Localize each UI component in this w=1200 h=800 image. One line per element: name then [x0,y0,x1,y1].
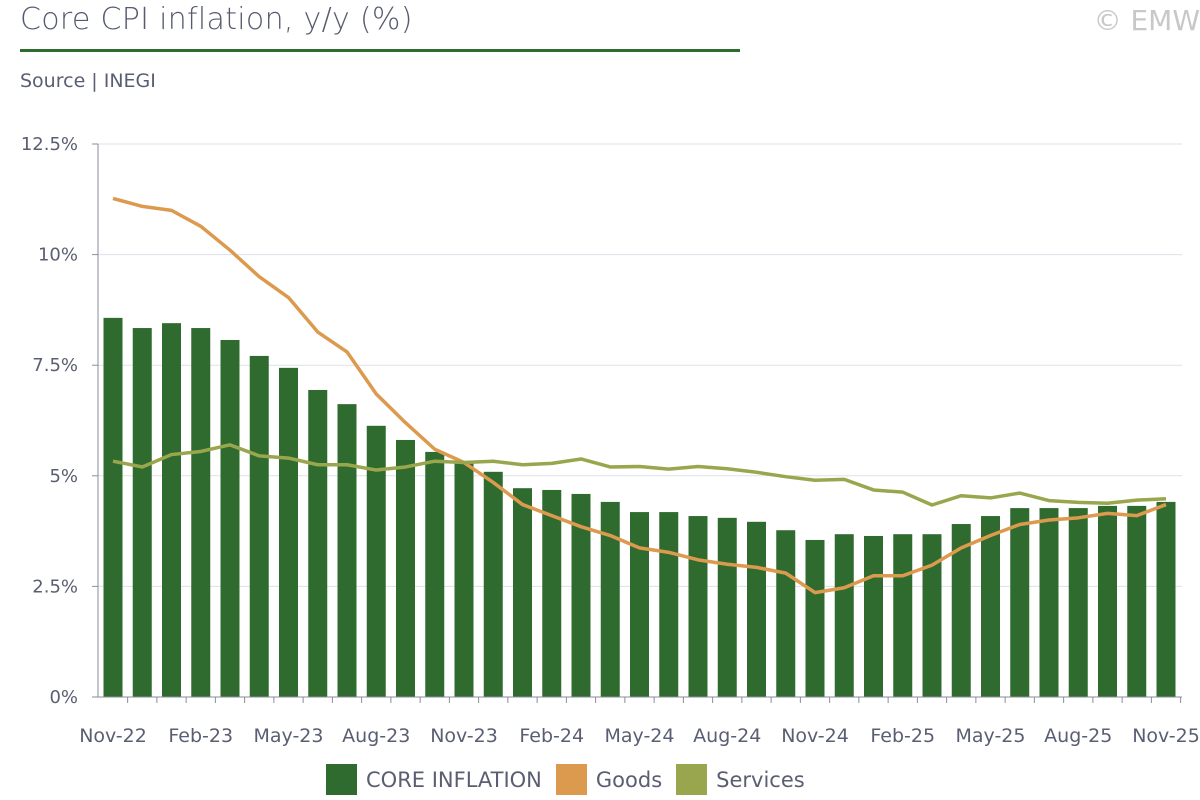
bar-core-inflation [396,439,415,697]
bar-core-inflation [1039,508,1059,697]
y-tick-label: 10% [38,245,78,266]
bar-core-inflation [1156,501,1176,697]
legend-label-goods: Goods [595,767,663,792]
legend-item-services: Services [676,764,805,795]
bar-core-inflation [162,323,181,697]
bar-core-inflation [483,471,503,697]
bar-core-inflation [103,317,123,697]
x-tick-label: Aug-24 [693,725,761,747]
bar-core-inflation [834,534,854,697]
x-tick-label: Feb-24 [519,725,584,747]
bar-core-inflation [922,534,942,697]
x-tick-label: Feb-23 [168,725,233,747]
bar-core-inflation [513,488,532,697]
legend-item-goods: Goods [555,764,663,795]
legend-label-services: Services [716,767,805,792]
bar-core-inflation [337,404,357,697]
bar-core-inflation [805,539,825,697]
bar-core-inflation [249,355,269,697]
line-services [112,443,1167,507]
x-tick-label: Aug-23 [342,725,410,747]
bar-core-inflation [776,530,796,697]
bar-core-inflation [542,489,562,697]
legend-swatch-goods [555,764,587,795]
line-goods [112,196,1167,595]
bar-core-inflation [191,328,211,697]
bar-core-inflation [308,389,328,697]
legend-swatch-core [326,764,357,795]
y-tick-label: 2.5% [32,576,78,597]
y-tick-label: 7.5% [32,355,78,376]
bar-core-inflation [864,535,883,697]
source-label: Source | INEGI [20,70,156,92]
bar-core-inflation [981,516,1000,697]
legend-swatch-services [676,764,708,795]
x-tick-label: May-25 [956,725,1026,747]
y-tick-label: 0% [49,687,78,708]
bar-core-inflation [132,328,152,697]
y-tick-label: 5% [49,466,78,487]
x-tick-label: Feb-25 [870,725,935,747]
bar-core-inflation [571,493,591,697]
bar-core-inflation [366,425,386,697]
bar-core-inflation [747,521,766,697]
x-tick-label: Aug-25 [1044,725,1112,747]
x-tick-label: Nov-23 [430,725,498,747]
bar-core-inflation [600,501,620,697]
x-tick-label: Nov-22 [79,725,147,747]
x-tick-label: Nov-25 [1132,725,1200,747]
y-tick-label: 12.5% [21,134,78,155]
bar-core-inflation [425,451,445,697]
copyright-label: © EMW [1093,4,1200,37]
chart-title: Core CPI inflation, y/y (%) [20,2,413,37]
x-tick-label: May-24 [605,725,675,747]
bar-core-inflation [454,462,474,697]
bar-core-inflation [717,517,737,697]
bar-core-inflation [1098,505,1117,697]
bar-core-inflation [951,524,971,697]
x-tick-label: May-23 [254,725,324,747]
bar-core-inflation [1127,505,1147,697]
bar-core-inflation [279,367,298,697]
legend-item-core: CORE INFLATION [326,764,542,795]
bar-core-inflation [1010,508,1030,697]
x-tick-label: Nov-24 [781,725,849,747]
legend: CORE INFLATION Goods Services [326,764,819,795]
bar-core-inflation [688,516,708,697]
legend-label-core: CORE INFLATION [366,767,542,792]
title-underline [20,49,740,52]
bar-core-inflation [630,512,649,697]
bar-core-inflation [1068,508,1088,697]
bar-core-inflation [220,339,240,697]
bar-core-inflation [659,512,679,697]
bar-core-inflation [893,534,913,697]
